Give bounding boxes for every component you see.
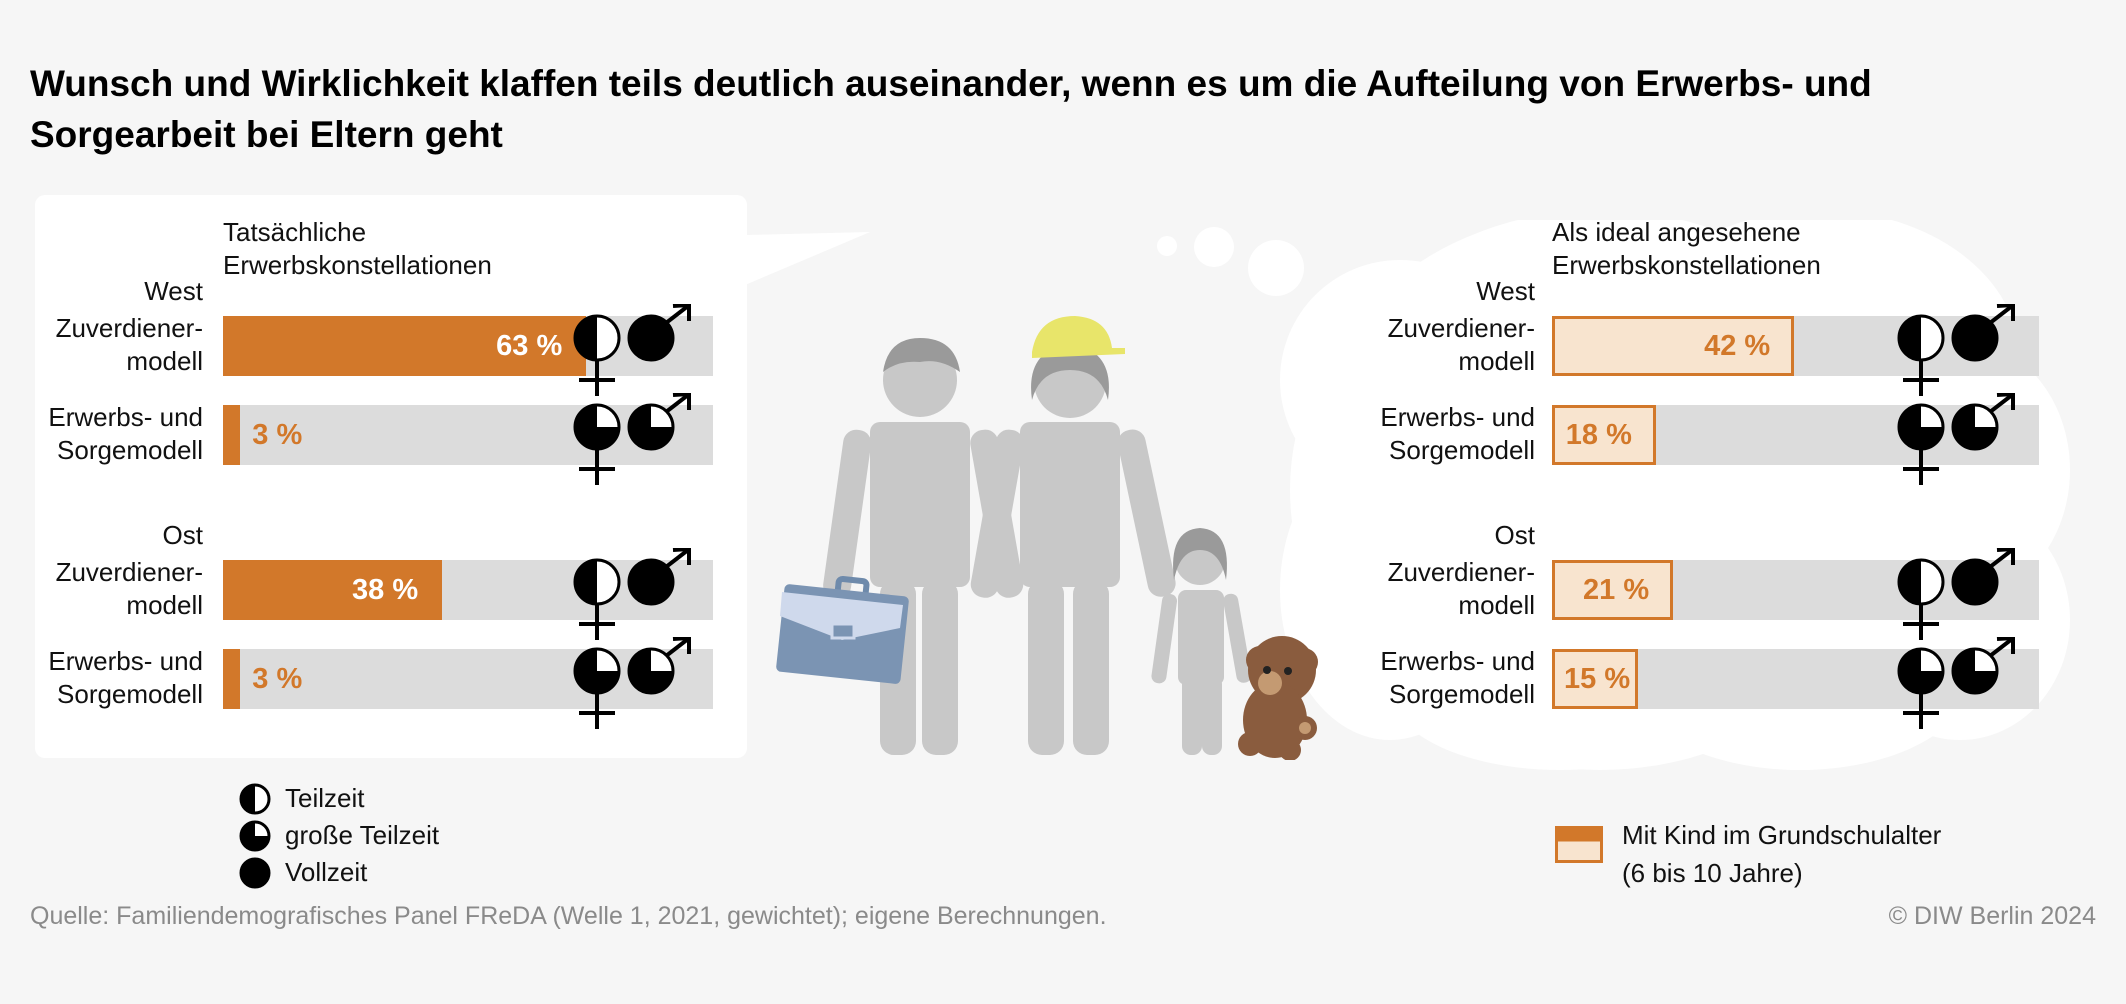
actual-row-label: Zuverdiener-modell bbox=[55, 557, 203, 620]
actual-gender-work-icons bbox=[573, 393, 691, 485]
legend-child-line2: (6 bis 10 Jahre) bbox=[1622, 858, 1803, 888]
actual-row-label: Zuverdiener-modell bbox=[55, 313, 203, 376]
actual-value-label: 3 % bbox=[252, 419, 303, 451]
work-legend-label: Vollzeit bbox=[285, 857, 368, 887]
ideal-row-label: Zuverdiener-modell bbox=[1387, 557, 1535, 620]
three-quarter-filled-circle-icon bbox=[239, 820, 271, 852]
actual-panel-title: Tatsächliche Erwerbskonstellationen bbox=[223, 217, 492, 280]
work-legend-label: Teilzeit bbox=[285, 783, 365, 813]
ideal-value-label: 18 % bbox=[1565, 419, 1632, 451]
actual-region-label: West bbox=[144, 276, 203, 306]
legend-child-line1: Mit Kind im Grundschulalter bbox=[1622, 820, 1942, 850]
actual-bar bbox=[223, 560, 443, 620]
ideal-bar bbox=[1552, 405, 1656, 465]
ideal-region-label: Ost bbox=[1494, 520, 1535, 550]
briefcase-icon bbox=[776, 575, 909, 684]
actual-value-label: 38 % bbox=[352, 574, 419, 606]
ideal-row-label: Erwerbs- und Sorgemodell bbox=[1380, 402, 1535, 465]
ideal-gender-work-icons bbox=[1897, 637, 2015, 729]
actual-value-label: 3 % bbox=[252, 663, 303, 695]
ideal-value-label: 21 % bbox=[1583, 574, 1650, 606]
actual-gender-work-icons bbox=[573, 304, 691, 396]
source-note: Quelle: Familiendemografisches Panel FRe… bbox=[30, 902, 1107, 930]
ideal-region-label: West bbox=[1476, 276, 1535, 306]
ideal-row-label: Zuverdiener-modell bbox=[1387, 313, 1535, 376]
work-legend-label: große Teilzeit bbox=[285, 820, 440, 850]
ideal-gender-work-icons bbox=[1897, 393, 2015, 485]
actual-gender-work-icons bbox=[573, 548, 691, 640]
ideal-value-label: 42 % bbox=[1704, 330, 1771, 362]
actual-region-label: Ost bbox=[162, 520, 203, 550]
actual-gender-work-icons bbox=[573, 637, 691, 729]
family-illustration bbox=[776, 316, 1318, 760]
speech-bubble-tail bbox=[745, 232, 870, 285]
full-circle-icon bbox=[239, 857, 271, 889]
actual-bar bbox=[223, 405, 241, 465]
half-filled-circle-icon bbox=[239, 783, 271, 815]
copyright: © DIW Berlin 2024 bbox=[1888, 902, 2096, 930]
actual-row-label: Erwerbs- und Sorgemodell bbox=[48, 646, 203, 709]
ideal-row-label: Erwerbs- und Sorgemodell bbox=[1380, 646, 1535, 709]
actual-bar bbox=[223, 316, 587, 376]
father-figure bbox=[823, 338, 1024, 755]
legend-bar-swatch bbox=[1555, 826, 1603, 863]
ideal-panel-title: Als ideal angesehene Erwerbskonstellatio… bbox=[1552, 217, 1821, 280]
child-figure bbox=[1151, 528, 1252, 755]
ideal-value-label: 15 % bbox=[1564, 663, 1631, 695]
teddy-bear-icon bbox=[1238, 636, 1318, 760]
actual-value-label: 63 % bbox=[496, 330, 563, 362]
ideal-bar bbox=[1552, 316, 1795, 376]
actual-bar bbox=[223, 649, 241, 709]
ideal-gender-work-icons bbox=[1897, 304, 2015, 396]
chart-title: Wunsch und Wirklichkeit klaffen teils de… bbox=[30, 63, 1872, 155]
ideal-gender-work-icons bbox=[1897, 548, 2015, 640]
mother-figure bbox=[970, 316, 1176, 755]
ideal-bar bbox=[1552, 649, 1639, 709]
actual-row-label: Erwerbs- und Sorgemodell bbox=[48, 402, 203, 465]
ideal-bar bbox=[1552, 560, 1674, 620]
